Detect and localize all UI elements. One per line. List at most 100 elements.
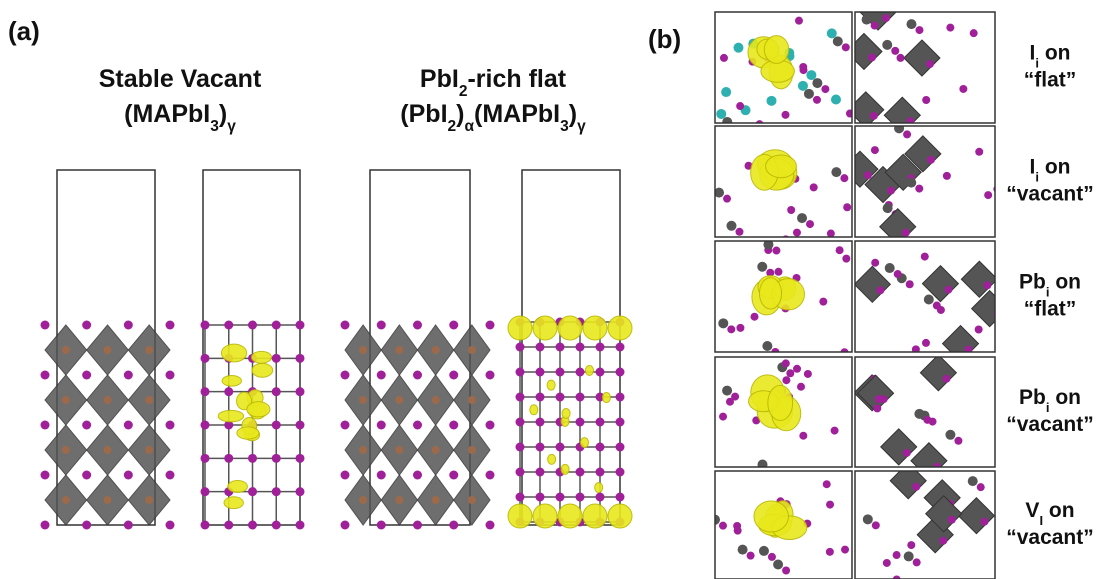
iodine-atom	[795, 17, 803, 25]
text-run: 2	[459, 83, 468, 100]
caption-line: “flat”	[1024, 69, 1077, 92]
iodine-atom	[944, 286, 952, 294]
text-run: 2	[448, 118, 457, 135]
organic-cation	[359, 396, 367, 404]
cs-atom	[733, 43, 743, 53]
charge-density	[508, 316, 532, 340]
iodine-atom	[516, 493, 525, 502]
iodine-atom	[449, 521, 458, 530]
iodine-atom	[616, 393, 625, 402]
cs-atom	[721, 87, 731, 97]
charge-density	[247, 402, 270, 417]
iodine-atom	[813, 96, 821, 104]
iodine-atom	[872, 521, 880, 529]
text-run: “vacant”	[1006, 183, 1094, 206]
organic-cation	[62, 446, 70, 454]
iodine-atom	[201, 354, 210, 363]
organic-cation	[62, 396, 70, 404]
iodine-atom	[946, 24, 954, 32]
iodine-atom	[377, 421, 386, 430]
structure-tile	[854, 241, 1007, 362]
lead-atom	[885, 263, 895, 273]
lead-atom	[862, 15, 872, 25]
cs-atom	[831, 95, 841, 105]
text-run: “vacant”	[1006, 526, 1094, 549]
iodine-atom	[272, 321, 281, 330]
iodine-atom	[536, 418, 545, 427]
structure-tile	[842, 123, 1001, 244]
iodine-atom	[954, 437, 962, 445]
iodine-atom	[296, 487, 305, 496]
iodine-atom	[248, 321, 257, 330]
iodine-atom	[124, 521, 133, 530]
charge-density	[583, 316, 607, 340]
charge-density	[768, 385, 793, 420]
iodine-atom	[977, 483, 985, 491]
iodine-atom	[296, 354, 305, 363]
iodine-atom	[823, 480, 831, 488]
lead-atom	[762, 341, 772, 351]
organic-cation	[104, 496, 112, 504]
iodine-atom	[536, 393, 545, 402]
iodine-atom	[736, 324, 744, 332]
iodine-atom	[616, 468, 625, 477]
iodine-atom	[576, 368, 585, 377]
iodine-atom	[868, 53, 876, 61]
iodine-atom	[556, 368, 565, 377]
panel-label: (a)	[8, 16, 40, 46]
iodine-atom	[596, 443, 605, 452]
iodine-atom	[616, 443, 625, 452]
charge-density	[764, 36, 788, 64]
charge-density	[580, 438, 588, 448]
iodine-atom	[735, 228, 743, 236]
iodine-atom	[82, 321, 91, 330]
iodine-atom	[719, 522, 727, 530]
iodine-atom	[224, 521, 233, 530]
lead-atom	[773, 559, 783, 569]
iodine-atom	[486, 321, 495, 330]
iodine-atom	[536, 493, 545, 502]
organic-cation	[359, 496, 367, 504]
cs-atom	[705, 39, 715, 49]
iodine-atom	[975, 325, 983, 333]
iodine-atom	[902, 229, 910, 237]
iodine-atom	[871, 146, 879, 154]
iodine-atom	[616, 418, 625, 427]
charge-density	[508, 504, 532, 528]
iodine-atom	[772, 247, 780, 255]
iodine-atom	[224, 321, 233, 330]
iodine-atom	[903, 130, 911, 138]
iodine-atom	[736, 102, 744, 110]
iodine-atom	[826, 548, 834, 556]
iodine-atom	[983, 281, 991, 289]
iodine-atom	[224, 387, 233, 396]
iodine-atom	[921, 253, 929, 261]
caption-line: VI on	[1025, 499, 1074, 528]
iodine-atom	[913, 558, 921, 566]
iodine-atom	[82, 471, 91, 480]
iodine-atom	[272, 487, 281, 496]
charge-density	[754, 501, 788, 532]
iodine-atom	[723, 195, 731, 203]
cs-atom	[806, 70, 816, 80]
organic-cation	[395, 496, 403, 504]
iodine-atom	[799, 66, 807, 74]
caption-line: Pbi on	[1019, 386, 1081, 415]
iodine-atom	[201, 321, 210, 330]
iodine-atom	[933, 302, 941, 310]
iodine-atom	[975, 148, 983, 156]
text-run: (MAPbI	[124, 100, 210, 128]
iodine-atom	[727, 325, 735, 333]
iodine-atom	[826, 501, 834, 509]
lead-atom	[968, 476, 978, 486]
lead-atom	[945, 430, 955, 440]
text-run: Stable Vacant	[99, 65, 262, 93]
lead-atom	[722, 386, 732, 396]
lead-atom	[758, 460, 768, 470]
iodine-atom	[124, 321, 133, 330]
iodine-atom	[939, 537, 947, 545]
iodine-atom	[516, 368, 525, 377]
crystal-structure	[201, 321, 305, 530]
iodine-atom	[413, 421, 422, 430]
iodine-atom	[596, 343, 605, 352]
